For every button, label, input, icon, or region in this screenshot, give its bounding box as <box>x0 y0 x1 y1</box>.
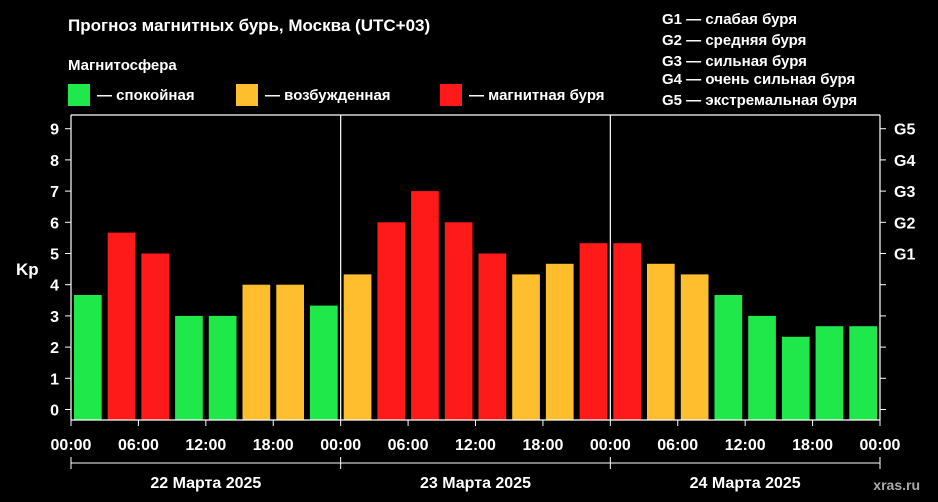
kp-bar-3 <box>175 315 203 420</box>
kp-bar-16 <box>613 243 641 420</box>
x-tick-label-11: 18:00 <box>792 437 833 454</box>
y-tick-label-1: 1 <box>50 371 59 388</box>
y-tick-label-4: 4 <box>50 278 59 295</box>
y-tick-label-2: 2 <box>50 340 59 357</box>
x-tick-label-2: 12:00 <box>185 437 226 454</box>
x-tick-label-4: 00:00 <box>320 437 361 454</box>
kp-bar-14 <box>545 263 574 420</box>
x-tick-label-1: 06:00 <box>118 437 159 454</box>
right-tick-label-g3: G3 <box>894 184 915 201</box>
legend-swatch-active <box>236 84 258 106</box>
kp-bar-22 <box>815 326 844 420</box>
x-tick-label-7: 18:00 <box>522 437 563 454</box>
storm-scale-g5: G5 — экстремальная буря <box>662 92 857 109</box>
kp-bar-20 <box>748 315 776 420</box>
y-tick-label-9: 9 <box>50 122 59 139</box>
y-axis-label: Kp <box>16 260 39 279</box>
day-label-1: 23 Марта 2025 <box>420 475 531 492</box>
y-tick-label-7: 7 <box>50 184 59 201</box>
kp-bar-8 <box>343 274 372 420</box>
legend-label-quiet: — спокойная <box>97 87 195 104</box>
legend-item-active: — возбужденная <box>236 84 391 106</box>
right-tick-label-g5: G5 <box>894 122 915 139</box>
legend-label-storm: — магнитная буря <box>469 87 605 104</box>
kp-bar-0 <box>74 295 102 420</box>
right-tick-label-g4: G4 <box>894 153 915 170</box>
kp-bar-11 <box>444 222 473 420</box>
day-label-2: 24 Марта 2025 <box>690 475 801 492</box>
kp-bar-18 <box>680 274 709 420</box>
y-tick-label-8: 8 <box>50 153 59 170</box>
kp-bar-23 <box>849 326 877 420</box>
right-tick-label-g2: G2 <box>894 215 915 232</box>
right-tick-label-g1: G1 <box>894 247 915 264</box>
kp-bar-9 <box>377 222 406 420</box>
x-tick-label-9: 06:00 <box>657 437 698 454</box>
storm-scale-g4: G4 — очень сильная буря <box>662 71 855 88</box>
kp-bar-15 <box>579 243 608 420</box>
kp-bar-6 <box>276 284 304 420</box>
kp-bar-1 <box>107 232 136 420</box>
chart-axes <box>65 114 886 469</box>
kp-bar-13 <box>512 274 540 420</box>
kp-bar-4 <box>208 315 237 420</box>
kp-bar-21 <box>781 336 810 420</box>
storm-scale-g1: G1 — слабая буря <box>662 11 797 28</box>
kp-bar-10 <box>411 191 439 420</box>
kp-bar-2 <box>141 253 170 420</box>
x-tick-label-3: 18:00 <box>253 437 294 454</box>
kp-bar-5 <box>242 284 271 420</box>
storm-scale-g2: G2 — средняя буря <box>662 32 806 49</box>
storm-scale-g3: G3 — сильная буря <box>662 53 807 70</box>
legend-item-quiet: — спокойная <box>68 84 195 106</box>
y-tick-label-6: 6 <box>50 215 59 232</box>
tick-labels: 0 1 2 3 4 5 6 7 8 9 G1 G2 G3 G4 G5 00:00 06:00 12:00 18:00… <box>50 122 915 492</box>
x-tick-label-12: 00:00 <box>860 437 901 454</box>
day-label-0: 22 Марта 2025 <box>150 475 261 492</box>
kp-bar-19 <box>714 295 743 420</box>
legend-heading: Магнитосфера <box>68 57 177 74</box>
kp-bar-17 <box>647 263 675 420</box>
x-tick-label-0: 00:00 <box>51 437 92 454</box>
y-tick-label-5: 5 <box>50 247 59 264</box>
y-tick-label-3: 3 <box>50 309 59 326</box>
legend-swatch-quiet <box>68 84 90 106</box>
chart-title: Прогноз магнитных бурь, Москва (UTC+03) <box>68 16 430 35</box>
kp-bar-7 <box>310 305 338 420</box>
x-tick-label-8: 00:00 <box>590 437 631 454</box>
bar-series <box>74 191 877 420</box>
storm-scale-list: G1 — слабая буря G2 — средняя буря G3 — … <box>662 11 857 109</box>
x-tick-label-6: 12:00 <box>455 437 496 454</box>
y-tick-label-0: 0 <box>50 403 59 420</box>
legend-label-active: — возбужденная <box>265 87 391 104</box>
kp-bar-12 <box>478 253 507 420</box>
legend-swatch-storm <box>440 84 462 106</box>
x-tick-label-10: 12:00 <box>725 437 766 454</box>
x-tick-label-5: 06:00 <box>388 437 429 454</box>
legend-item-storm: — магнитная буря <box>440 84 605 106</box>
watermark: xras.ru <box>873 477 920 493</box>
